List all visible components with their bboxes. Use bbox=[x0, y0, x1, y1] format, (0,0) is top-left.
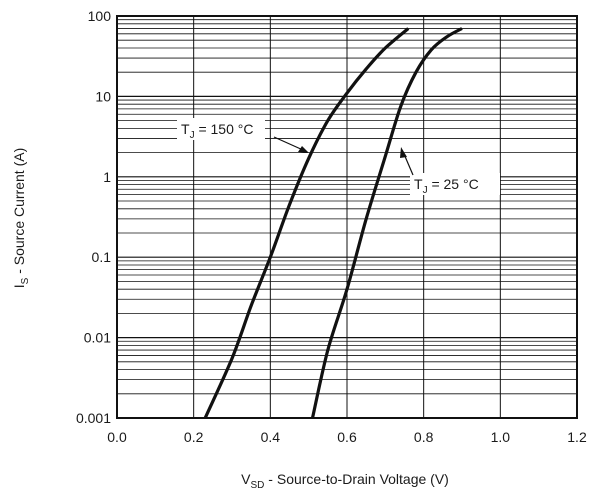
x-tick-label: 0.6 bbox=[337, 429, 357, 445]
grid bbox=[116, 16, 578, 419]
plot-frame bbox=[116, 15, 578, 419]
y-tick-label: 0.01 bbox=[84, 330, 111, 346]
y-tick-labels: 0.001 0.01 0.1 1 10 100 bbox=[76, 8, 111, 426]
series-group bbox=[203, 27, 463, 419]
svg-text:TJ = 25 °C: TJ = 25 °C bbox=[414, 176, 479, 196]
series-line-150c bbox=[203, 27, 410, 419]
x-tick-labels: 0.0 0.2 0.4 0.6 0.8 1.0 1.2 bbox=[107, 429, 587, 445]
x-tick-label: 1.0 bbox=[491, 429, 511, 445]
annotation-25c: TJ = 25 °C bbox=[400, 147, 500, 196]
y-tick-label: 10 bbox=[95, 88, 111, 104]
y-tick-label: 0.1 bbox=[92, 249, 112, 265]
y-tick-label: 0.001 bbox=[76, 410, 111, 426]
x-tick-label: 0.2 bbox=[184, 429, 204, 445]
series-line-25c bbox=[310, 27, 463, 419]
x-tick-label: 1.2 bbox=[567, 429, 587, 445]
y-tick-label: 100 bbox=[88, 8, 112, 24]
annotation-150c: TJ = 150 °C bbox=[177, 118, 309, 153]
svg-text:TJ = 150 °C: TJ = 150 °C bbox=[181, 121, 253, 141]
x-tick-label: 0.0 bbox=[107, 429, 127, 445]
x-tick-label: 0.4 bbox=[261, 429, 281, 445]
y-axis-label: IS - Source Current (A) bbox=[11, 148, 31, 289]
x-tick-label: 0.8 bbox=[414, 429, 434, 445]
x-axis-label: VSD - Source-to-Drain Voltage (V) bbox=[241, 471, 449, 491]
y-tick-label: 1 bbox=[103, 169, 111, 185]
